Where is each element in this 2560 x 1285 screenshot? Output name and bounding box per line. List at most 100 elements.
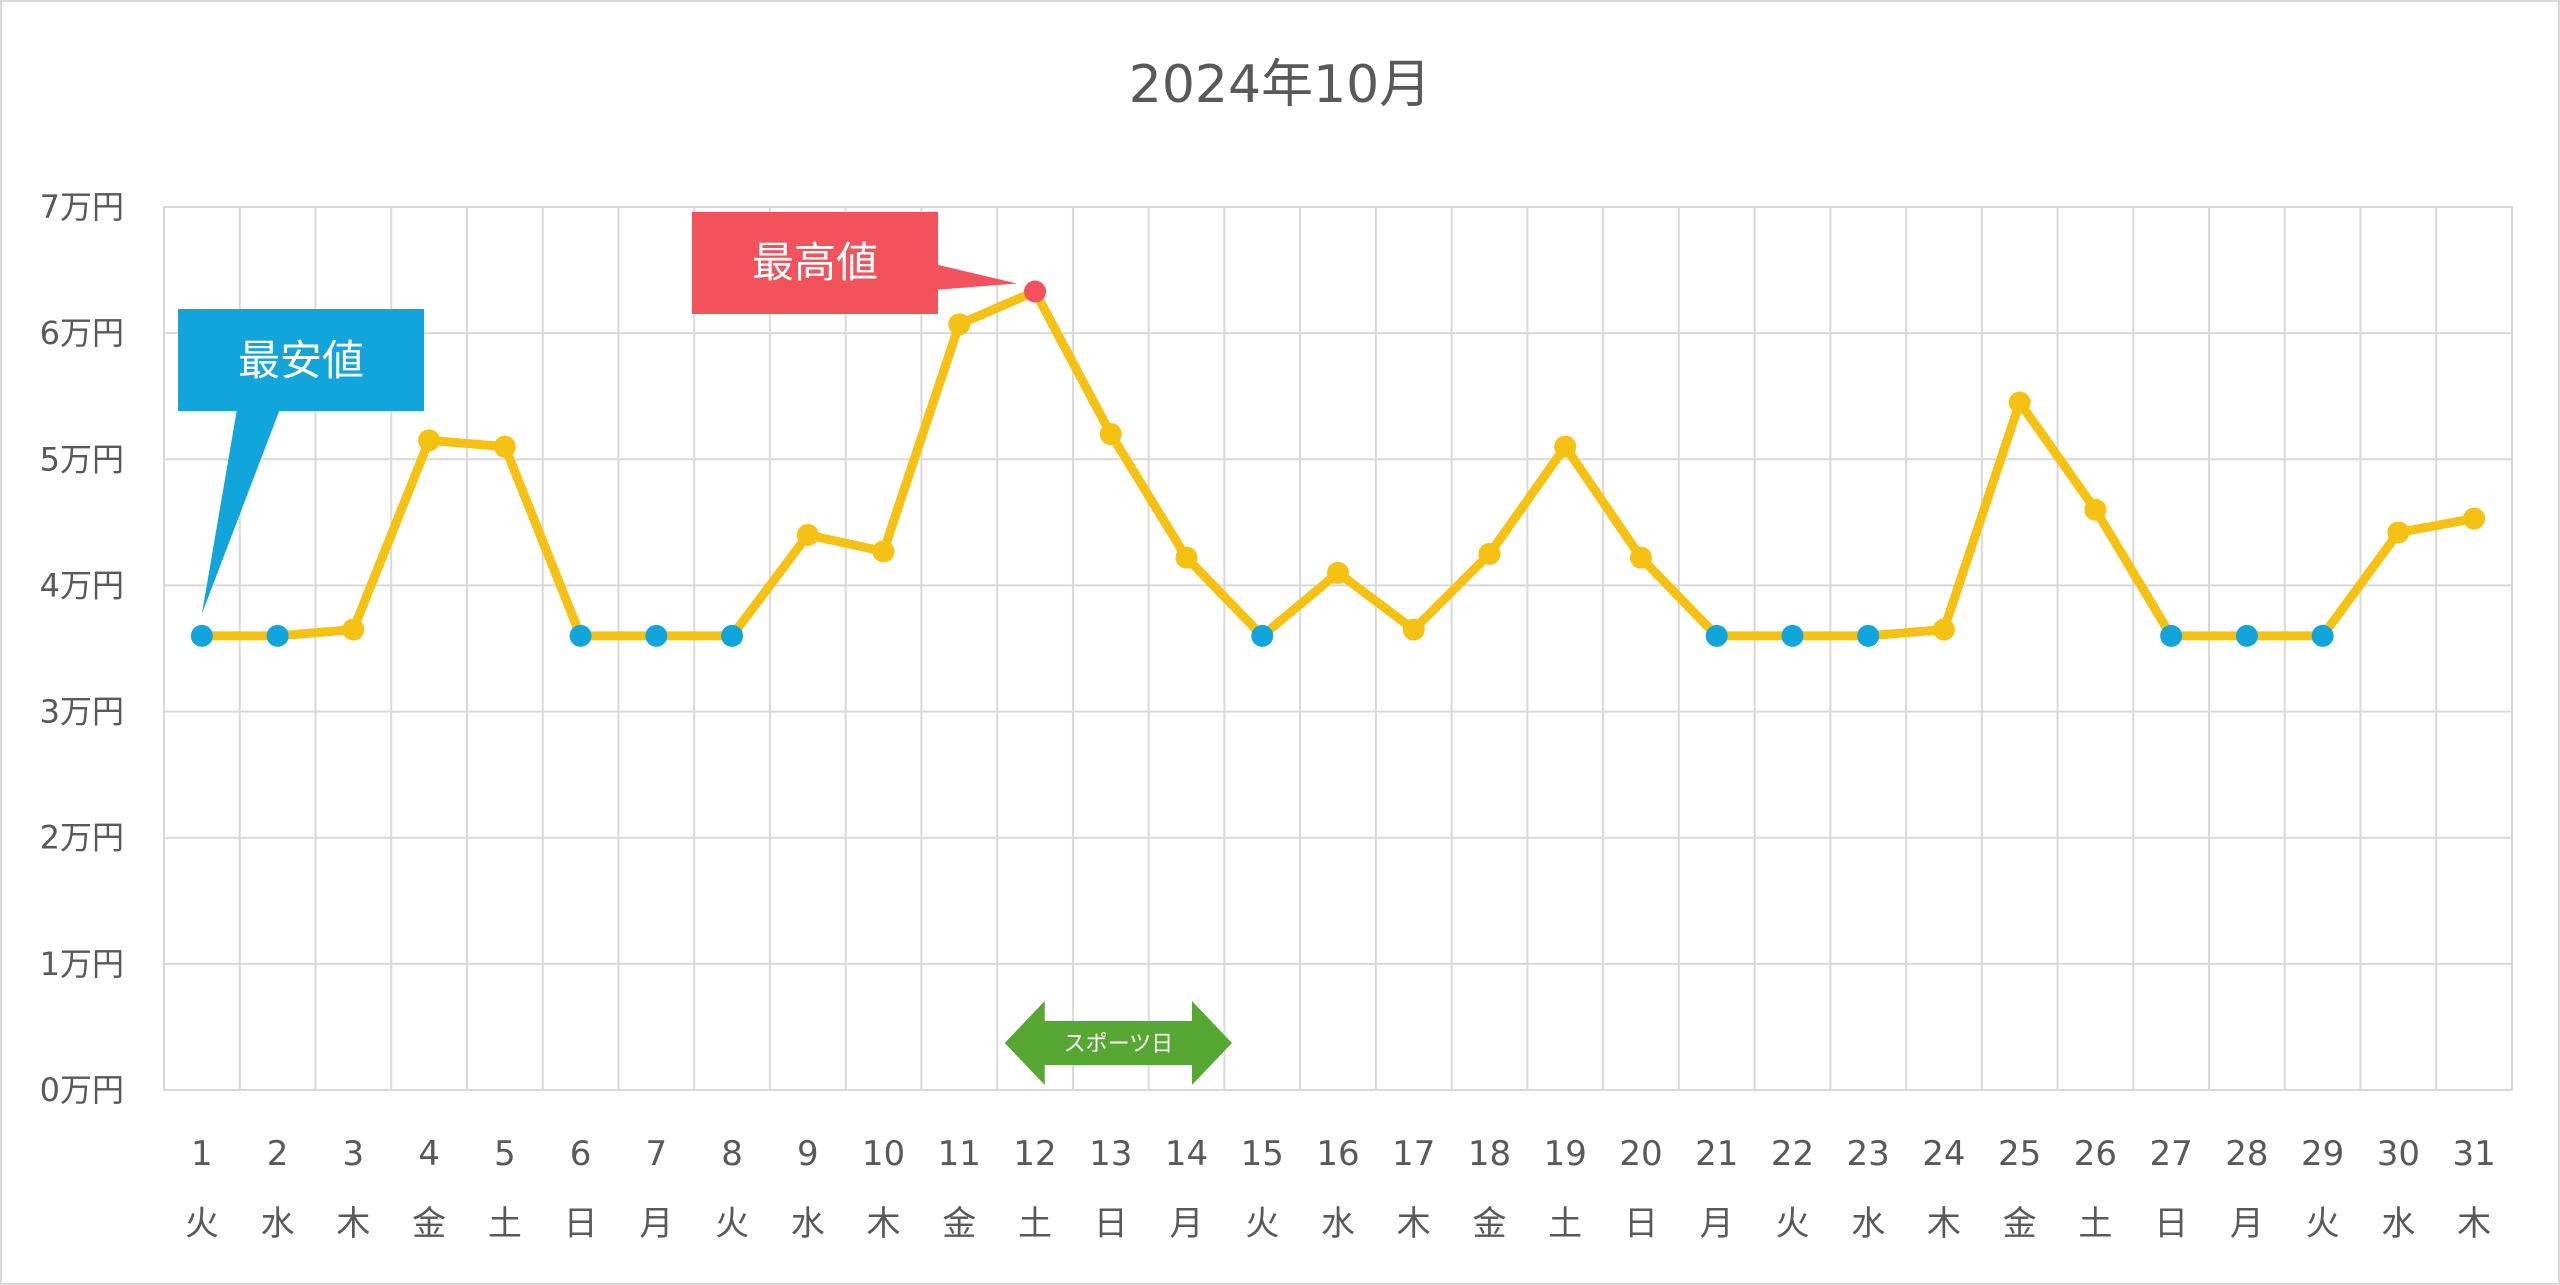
x-tick-weekday: 木	[867, 1204, 901, 1244]
data-point-min	[266, 624, 289, 647]
data-point	[796, 523, 819, 546]
x-tick-label: 6	[570, 1134, 592, 1174]
x-tick-weekday: 土	[1018, 1204, 1052, 1244]
x-tick-label: 17	[1392, 1134, 1435, 1174]
data-point	[1554, 435, 1577, 458]
data-point	[2008, 391, 2031, 414]
x-tick-weekday: 月	[1170, 1204, 1204, 1244]
x-tick-label: 13	[1089, 1134, 1132, 1174]
data-point-min	[1857, 624, 1880, 647]
data-point	[948, 313, 971, 336]
x-tick-label: 11	[938, 1134, 981, 1174]
x-tick-weekday: 木	[336, 1204, 370, 1244]
x-tick-label: 20	[1619, 1134, 1662, 1174]
x-tick-label: 4	[418, 1134, 440, 1174]
y-tick-label: 0万円	[40, 1071, 124, 1109]
x-tick-label: 8	[721, 1134, 743, 1174]
x-tick-label: 25	[1998, 1134, 2041, 1174]
x-tick-label: 10	[862, 1134, 905, 1174]
data-point-min	[2311, 624, 2334, 647]
x-tick-weekday: 水	[261, 1204, 295, 1244]
y-tick-label: 1万円	[40, 945, 124, 983]
x-tick-label: 27	[2150, 1134, 2193, 1174]
data-point	[1175, 546, 1198, 569]
data-point-min	[190, 624, 213, 647]
callout-min-label: 最安値	[238, 336, 364, 385]
x-tick-weekday: 土	[1548, 1204, 1582, 1244]
x-tick-label: 23	[1847, 1134, 1890, 1174]
x-tick-label: 15	[1241, 1134, 1284, 1174]
x-tick-weekday: 土	[2078, 1204, 2112, 1244]
data-point	[1327, 561, 1349, 584]
data-point	[342, 618, 365, 641]
callout-max-label: 最高値	[752, 238, 878, 287]
data-point	[1402, 618, 1425, 641]
y-tick-label: 4万円	[40, 566, 124, 604]
x-tick-weekday: 日	[1094, 1204, 1128, 1244]
x-tick-label: 9	[797, 1134, 819, 1174]
price-series	[190, 280, 2486, 647]
x-tick-label: 1	[191, 1134, 213, 1174]
data-point-min	[1781, 624, 1804, 647]
y-tick-label: 5万円	[40, 440, 124, 478]
y-tick-label: 7万円	[40, 188, 124, 226]
x-tick-weekday: 木	[2457, 1204, 2491, 1244]
x-tick-weekday: 木	[1397, 1204, 1431, 1244]
x-tick-label: 5	[494, 1134, 516, 1174]
x-tick-label: 28	[2225, 1134, 2268, 1174]
x-tick-weekday: 金	[412, 1204, 446, 1244]
x-tick-label: 24	[1922, 1134, 1965, 1174]
holiday-marker: スポーツ日	[1004, 1001, 1232, 1085]
callout-max-pointer	[934, 264, 1018, 290]
x-tick-weekday: 火	[185, 1204, 219, 1244]
data-point-min	[645, 624, 668, 647]
x-tick-label: 12	[1013, 1134, 1056, 1174]
x-tick-weekday: 月	[2230, 1204, 2264, 1244]
data-point	[872, 540, 895, 563]
x-tick-weekday: 日	[564, 1204, 598, 1244]
data-point-min	[1705, 624, 1728, 647]
x-tick-weekday: 金	[2003, 1204, 2037, 1244]
data-point	[1932, 618, 1955, 641]
data-point	[1629, 546, 1652, 569]
x-tick-weekday: 金	[1472, 1204, 1506, 1244]
x-tick-label: 30	[2377, 1134, 2420, 1174]
plot-area-border	[163, 206, 2513, 1091]
x-tick-weekday: 木	[1927, 1204, 1961, 1244]
x-tick-weekday: 火	[2306, 1204, 2340, 1244]
x-tick-label: 21	[1695, 1134, 1738, 1174]
x-tick-weekday: 日	[1624, 1204, 1658, 1244]
holiday-arrow	[1004, 1001, 1232, 1085]
data-point	[418, 429, 441, 452]
data-point	[493, 435, 516, 458]
x-tick-label: 2	[267, 1134, 289, 1174]
x-tick-weekday: 火	[1775, 1204, 1809, 1244]
x-tick-label: 14	[1165, 1134, 1208, 1174]
holiday-label: スポーツ日	[1064, 1032, 1174, 1057]
x-tick-weekday: 水	[1321, 1204, 1355, 1244]
data-point-min	[2160, 624, 2183, 647]
x-tick-weekday: 水	[2381, 1204, 2415, 1244]
callouts: 最安値 最高値	[178, 212, 1018, 614]
x-tick-label: 16	[1316, 1134, 1359, 1174]
data-point-min	[569, 624, 592, 647]
callout-min-box	[178, 309, 424, 411]
x-tick-weekday: 土	[488, 1204, 522, 1244]
y-axis: 0万円 1万円 2万円 3万円 4万円 5万円 6万円 7万円	[40, 188, 124, 1109]
callout-max-box	[692, 212, 938, 314]
y-tick-label: 6万円	[40, 314, 124, 352]
y-tick-label: 3万円	[40, 693, 124, 731]
data-point-min	[1251, 624, 1274, 647]
chart-grid	[163, 206, 2513, 1091]
data-point	[2084, 498, 2107, 521]
x-tick-weekday: 水	[1851, 1204, 1885, 1244]
x-tick-weekday: 火	[1245, 1204, 1279, 1244]
x-tick-label: 19	[1544, 1134, 1587, 1174]
x-tick-label: 22	[1771, 1134, 1814, 1174]
data-point	[2387, 521, 2410, 544]
x-tick-label: 7	[646, 1134, 668, 1174]
data-point-min	[721, 624, 744, 647]
data-point-min	[2235, 624, 2258, 647]
